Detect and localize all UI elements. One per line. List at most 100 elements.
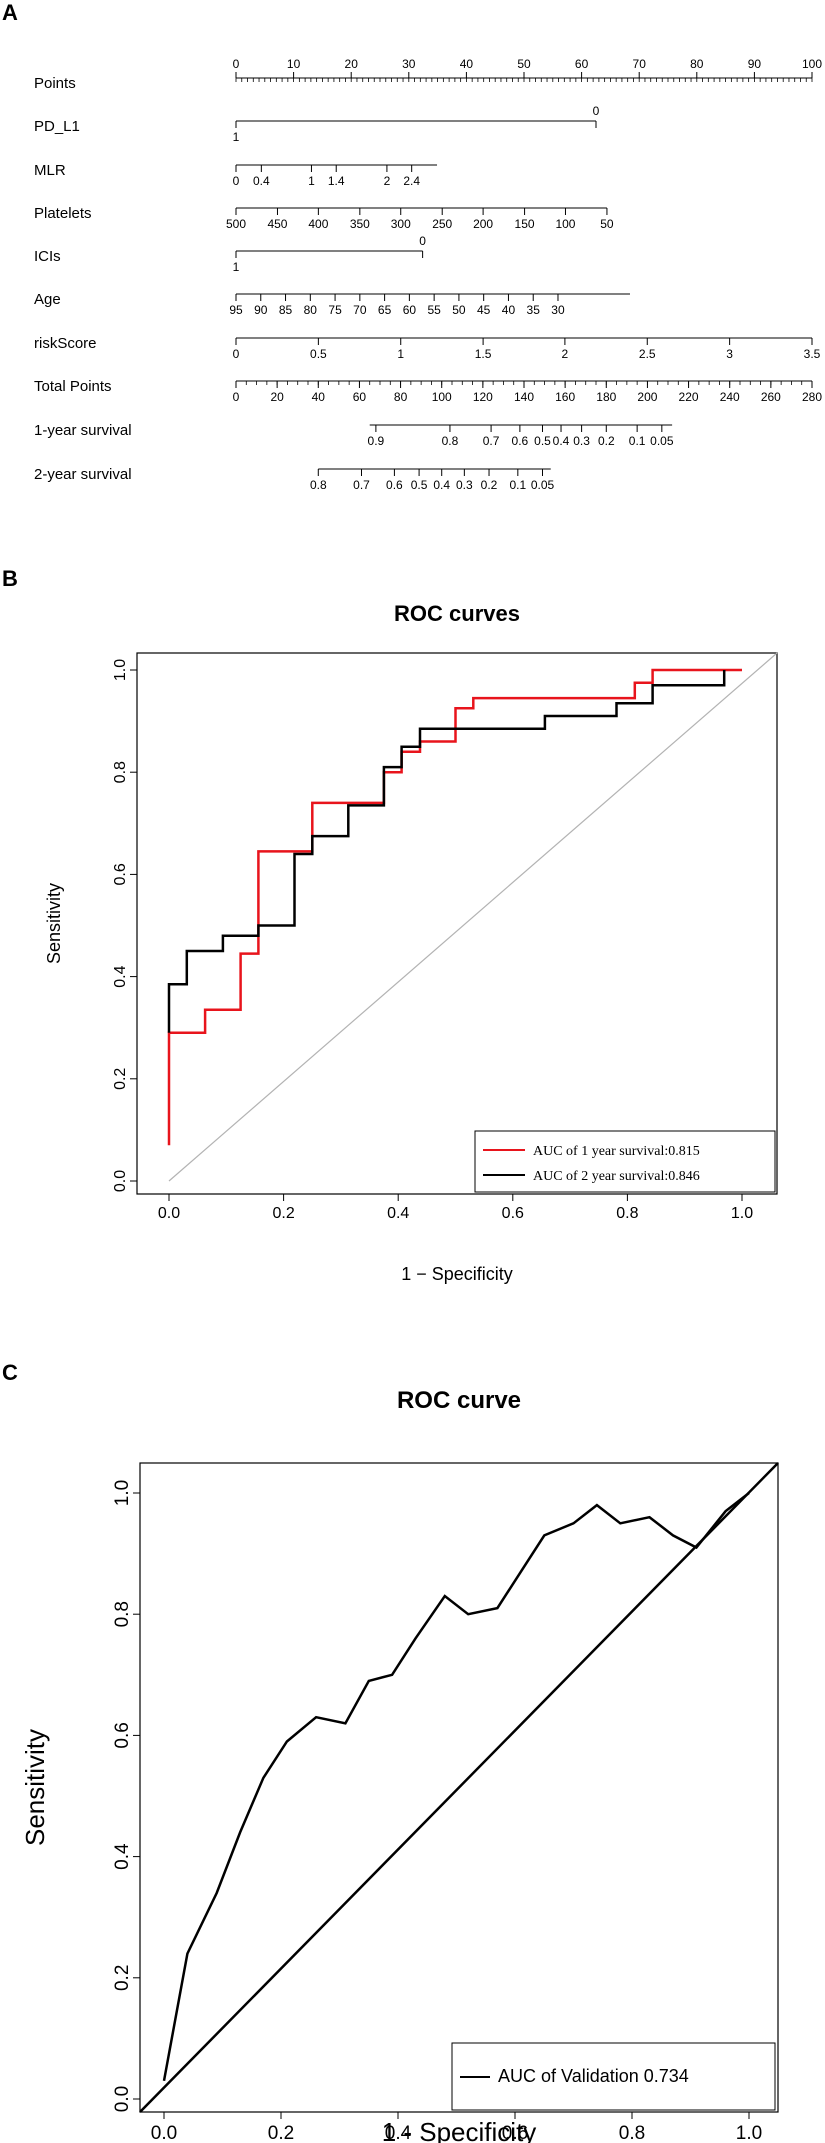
legend-label: AUC of 1 year survival:0.815 [533, 1144, 700, 1159]
nomogram-tick-label: 30 [551, 303, 565, 317]
nomogram-tick-label: 20 [270, 390, 284, 404]
nomogram-tick-label: 50 [600, 217, 614, 231]
x-axis-label: 1 − Specificity [401, 1264, 513, 1284]
roc-series-line [167, 670, 726, 1033]
x-tick-label: 0.2 [268, 2123, 294, 2143]
nomogram-tick-label: 0.4 [433, 478, 450, 492]
roc-curves-chart: ROC curves 0.0 0.2 0.4 0.6 0.8 1.0 0.0 0.2 0.4 0.6… [44, 601, 778, 1284]
legend-label: AUC of Validation 0.734 [498, 2066, 689, 2086]
y-tick-label: 0.6 [112, 863, 129, 885]
nomogram-tick-label: 0.05 [531, 478, 555, 492]
nomogram-row-label: Total Points [34, 378, 112, 395]
legend-label: AUC of 2 year survival:0.846 [533, 1169, 700, 1184]
nomogram-tick-label: 100 [555, 217, 575, 231]
nomogram-row-label: Age [34, 291, 61, 308]
y-tick-label: 1.0 [112, 1480, 133, 1506]
nomogram-tick-label: 65 [378, 303, 392, 317]
nomogram-tick-label: 0.7 [483, 434, 500, 448]
x-tick-label: 0.4 [385, 2123, 412, 2143]
nomogram-tick-label: 50 [452, 303, 466, 317]
nomogram-tick-label: 0.2 [598, 434, 615, 448]
nomogram-tick-label: 40 [460, 57, 474, 71]
nomogram-tick-label: 90 [254, 303, 268, 317]
nomogram-tick-label: 80 [394, 390, 408, 404]
nomogram-tick-label: 140 [514, 390, 534, 404]
nomogram-tick-label: 0.6 [386, 478, 403, 492]
nomogram-tick-label: 40 [312, 390, 326, 404]
nomogram-tick-label: 0.05 [650, 434, 674, 448]
nomogram-tick-label: 350 [350, 217, 370, 231]
nomogram-tick-label: 0.5 [534, 434, 551, 448]
x-tick-label: 0.6 [502, 1205, 524, 1222]
nomogram-tick-label: 60 [575, 57, 589, 71]
nomogram-tick-label: 1 [308, 174, 315, 188]
nomogram-tick-label: 200 [637, 390, 657, 404]
nomogram-tick-label: 70 [633, 57, 647, 71]
nomogram-tick-label: 0.2 [481, 478, 498, 492]
nomogram-row-label: 2-year survival [34, 466, 132, 483]
nomogram-row-label: riskScore [34, 335, 97, 352]
nomogram-tick-label: 1 [397, 347, 404, 361]
x-tick-label: 0.6 [502, 2123, 528, 2143]
nomogram-row-label: ICIs [34, 248, 61, 265]
y-tick-label: 0.4 [112, 965, 129, 987]
nomogram-tick-label: 1.5 [475, 347, 492, 361]
nomogram-tick-label: 150 [515, 217, 535, 231]
nomogram-tick-label: 1 [233, 130, 240, 144]
nomogram-tick-label: 2 [562, 347, 569, 361]
nomogram-tick-label: 1.4 [328, 174, 345, 188]
plot-frame [136, 652, 778, 1195]
nomogram-tick-label: 200 [473, 217, 493, 231]
nomogram-tick-label: 0.4 [253, 174, 270, 188]
nomogram-tick-label: 2.5 [639, 347, 656, 361]
roc-series-line [162, 1492, 750, 2082]
nomogram-tick-label: 0.8 [310, 478, 327, 492]
nomogram-tick-label: 40 [502, 303, 516, 317]
nomogram-tick-label: 0.5 [411, 478, 428, 492]
y-tick-label: 1.0 [112, 659, 129, 681]
nomogram-tick-label: 0 [233, 174, 240, 188]
roc-series-line [167, 668, 742, 1146]
x-tick-label: 0.4 [387, 1205, 409, 1222]
nomogram-row-label: PD_L1 [34, 118, 80, 135]
reference-diagonal [139, 1462, 779, 2113]
nomogram-tick-label: 80 [304, 303, 318, 317]
nomogram-tick-label: 60 [403, 303, 417, 317]
nomogram-tick-label: 400 [308, 217, 328, 231]
nomogram-tick-label: 20 [345, 57, 359, 71]
nomogram-tick-label: 80 [690, 57, 704, 71]
y-tick-label: 0.0 [112, 2086, 133, 2112]
nomogram-tick-label: 85 [279, 303, 293, 317]
nomogram-tick-label: 35 [527, 303, 541, 317]
panel-label-c: C [2, 1360, 18, 1385]
nomogram-tick-label: 70 [353, 303, 367, 317]
nomogram-tick-label: 100 [802, 57, 822, 71]
y-axis-label: Sensitivity [44, 883, 64, 964]
y-tick-label: 0.0 [112, 1170, 129, 1192]
nomogram-tick-label: 0.1 [509, 478, 526, 492]
x-tick-label: 0.8 [616, 1205, 638, 1222]
nomogram-row-label: 1-year survival [34, 422, 132, 439]
nomogram-tick-label: 160 [555, 390, 575, 404]
nomogram-tick-label: 45 [477, 303, 491, 317]
nomogram-tick-label: 3 [726, 347, 733, 361]
nomogram-tick-label: 60 [353, 390, 367, 404]
nomogram-tick-label: 100 [432, 390, 452, 404]
reference-diagonal [168, 652, 778, 1182]
nomogram-tick-label: 0.8 [442, 434, 459, 448]
legend-box [451, 2042, 776, 2111]
nomogram-tick-label: 0.7 [353, 478, 370, 492]
nomogram-tick-label: 90 [748, 57, 762, 71]
y-tick-label: 0.4 [112, 1843, 133, 1870]
nomogram-tick-label: 2 [384, 174, 391, 188]
y-tick-label: 0.8 [112, 1601, 133, 1627]
plot-frame [139, 1462, 779, 2113]
nomogram-tick-label: 0.5 [310, 347, 327, 361]
nomogram-tick-label: 240 [720, 390, 740, 404]
nomogram-tick-label: 2.4 [403, 174, 420, 188]
y-tick-label: 0.8 [112, 761, 129, 783]
nomogram-tick-label: 75 [328, 303, 342, 317]
y-tick-label: 0.6 [112, 1722, 133, 1748]
nomogram-tick-label: 300 [391, 217, 411, 231]
